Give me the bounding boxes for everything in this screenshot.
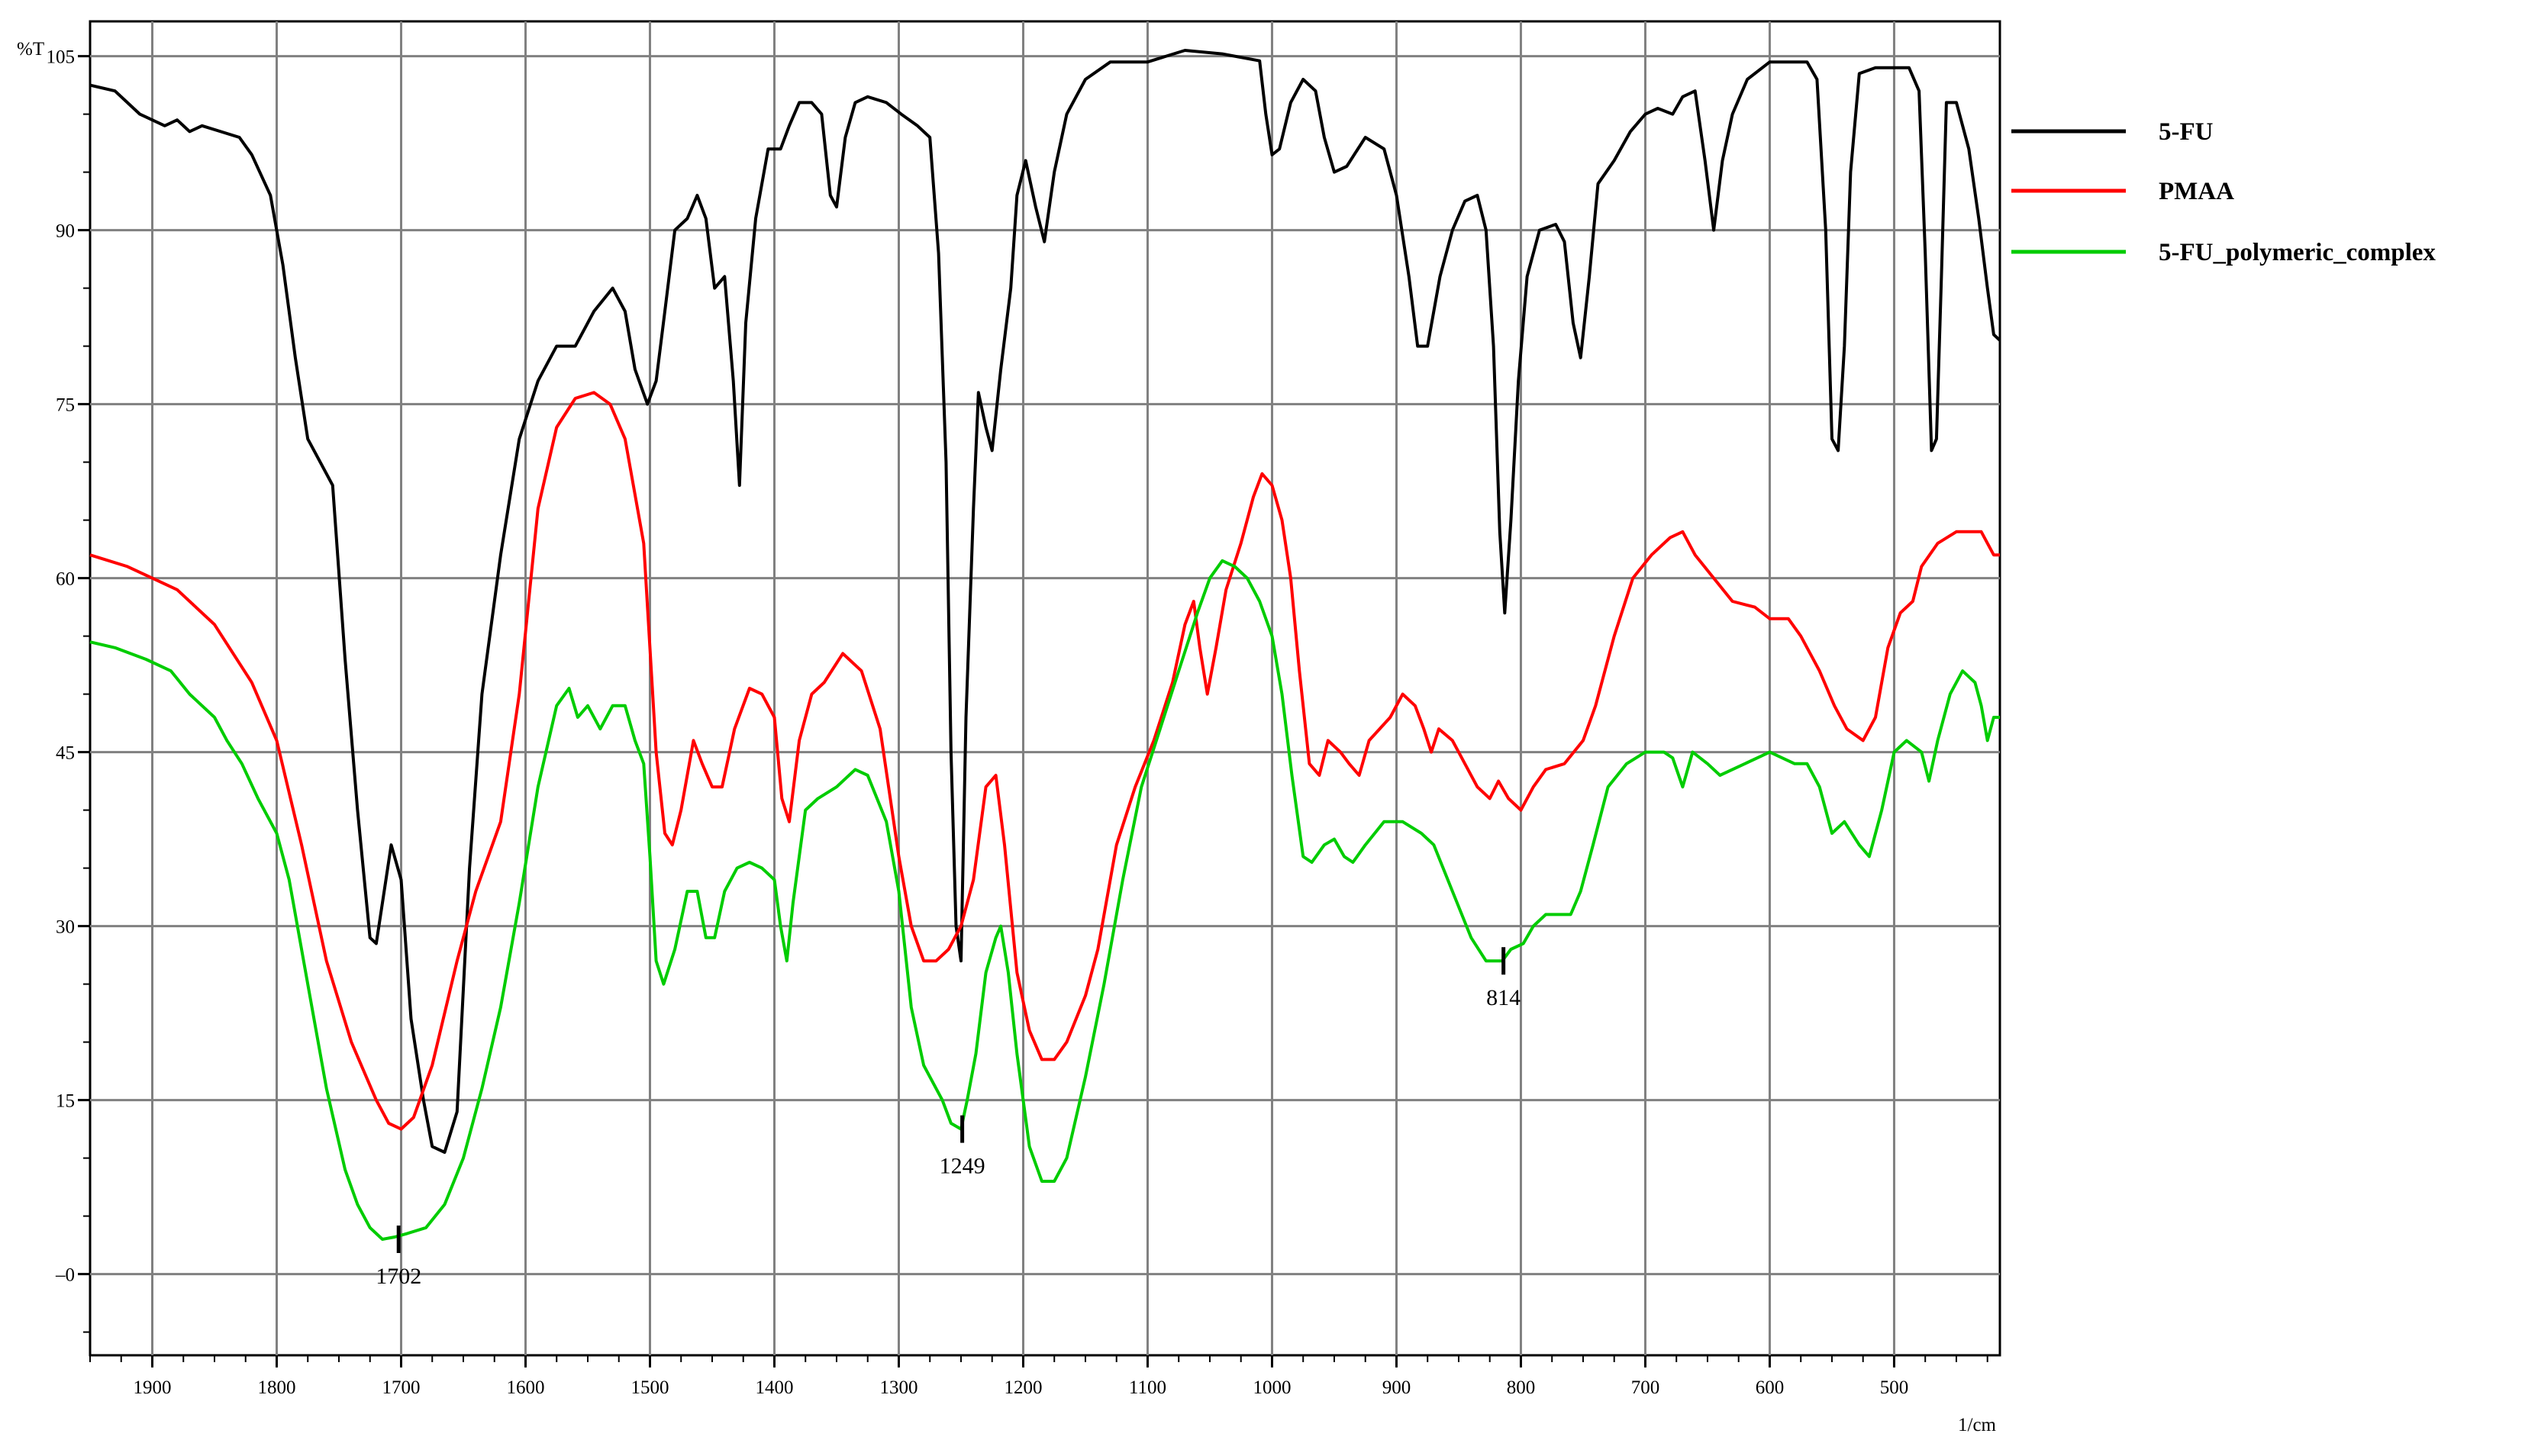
x-tick-label: 1700: [382, 1377, 420, 1398]
x-axis-label: 1/cm: [1958, 1415, 1997, 1435]
x-tick-label: 1600: [506, 1377, 544, 1398]
legend-label-2: 5-FU_polymeric_complex: [2159, 239, 2436, 266]
peak-label: 1249: [940, 1154, 985, 1179]
y-tick-label: 90: [56, 221, 75, 242]
legend-label-0: 5-FU: [2159, 118, 2214, 146]
peak-label: 1702: [376, 1264, 421, 1289]
series-layer: [89, 49, 2001, 1241]
tick-layer: 1900 1800 1700 1600 1500 1400 1300 1200 1100 1000…: [47, 47, 1988, 1398]
y-tick-label: 105: [47, 47, 76, 68]
x-tick-label: 1500: [630, 1377, 669, 1398]
series-line-1: [89, 391, 2000, 1131]
y-tick-label: 15: [56, 1091, 75, 1112]
x-tick-label: 1200: [1004, 1377, 1042, 1398]
x-tick-label: 1400: [755, 1377, 793, 1398]
x-tick-label: 800: [1507, 1377, 1536, 1398]
y-tick-label: 30: [56, 917, 75, 938]
series-line-0: [89, 49, 2001, 1154]
x-tick-label: 1900: [133, 1377, 171, 1398]
y-tick-label: 60: [56, 569, 75, 590]
peak-label: 814: [1486, 985, 1521, 1010]
x-tick-label: 1000: [1253, 1377, 1291, 1398]
legend: 5-FU PMAA 5-FU_polymeric_complex: [2011, 118, 2436, 266]
annotation-layer: 1702 1249 814: [376, 947, 1521, 1289]
x-tick-label: 500: [1880, 1377, 1909, 1398]
x-tick-label: 1800: [257, 1377, 295, 1398]
y-tick-label: 45: [56, 743, 75, 764]
legend-label-1: PMAA: [2159, 178, 2234, 205]
x-tick-label: 600: [1756, 1377, 1785, 1398]
x-tick-label: 900: [1382, 1377, 1411, 1398]
y-tick-label: –0: [55, 1265, 75, 1286]
y-axis-label: %T: [17, 39, 44, 60]
x-tick-label: 700: [1631, 1377, 1660, 1398]
series-line-2: [89, 559, 2000, 1241]
y-tick-label: 75: [56, 395, 75, 416]
x-tick-label: 1300: [879, 1377, 918, 1398]
plot-frame: [89, 20, 2001, 1357]
x-tick-label: 1100: [1129, 1377, 1166, 1398]
